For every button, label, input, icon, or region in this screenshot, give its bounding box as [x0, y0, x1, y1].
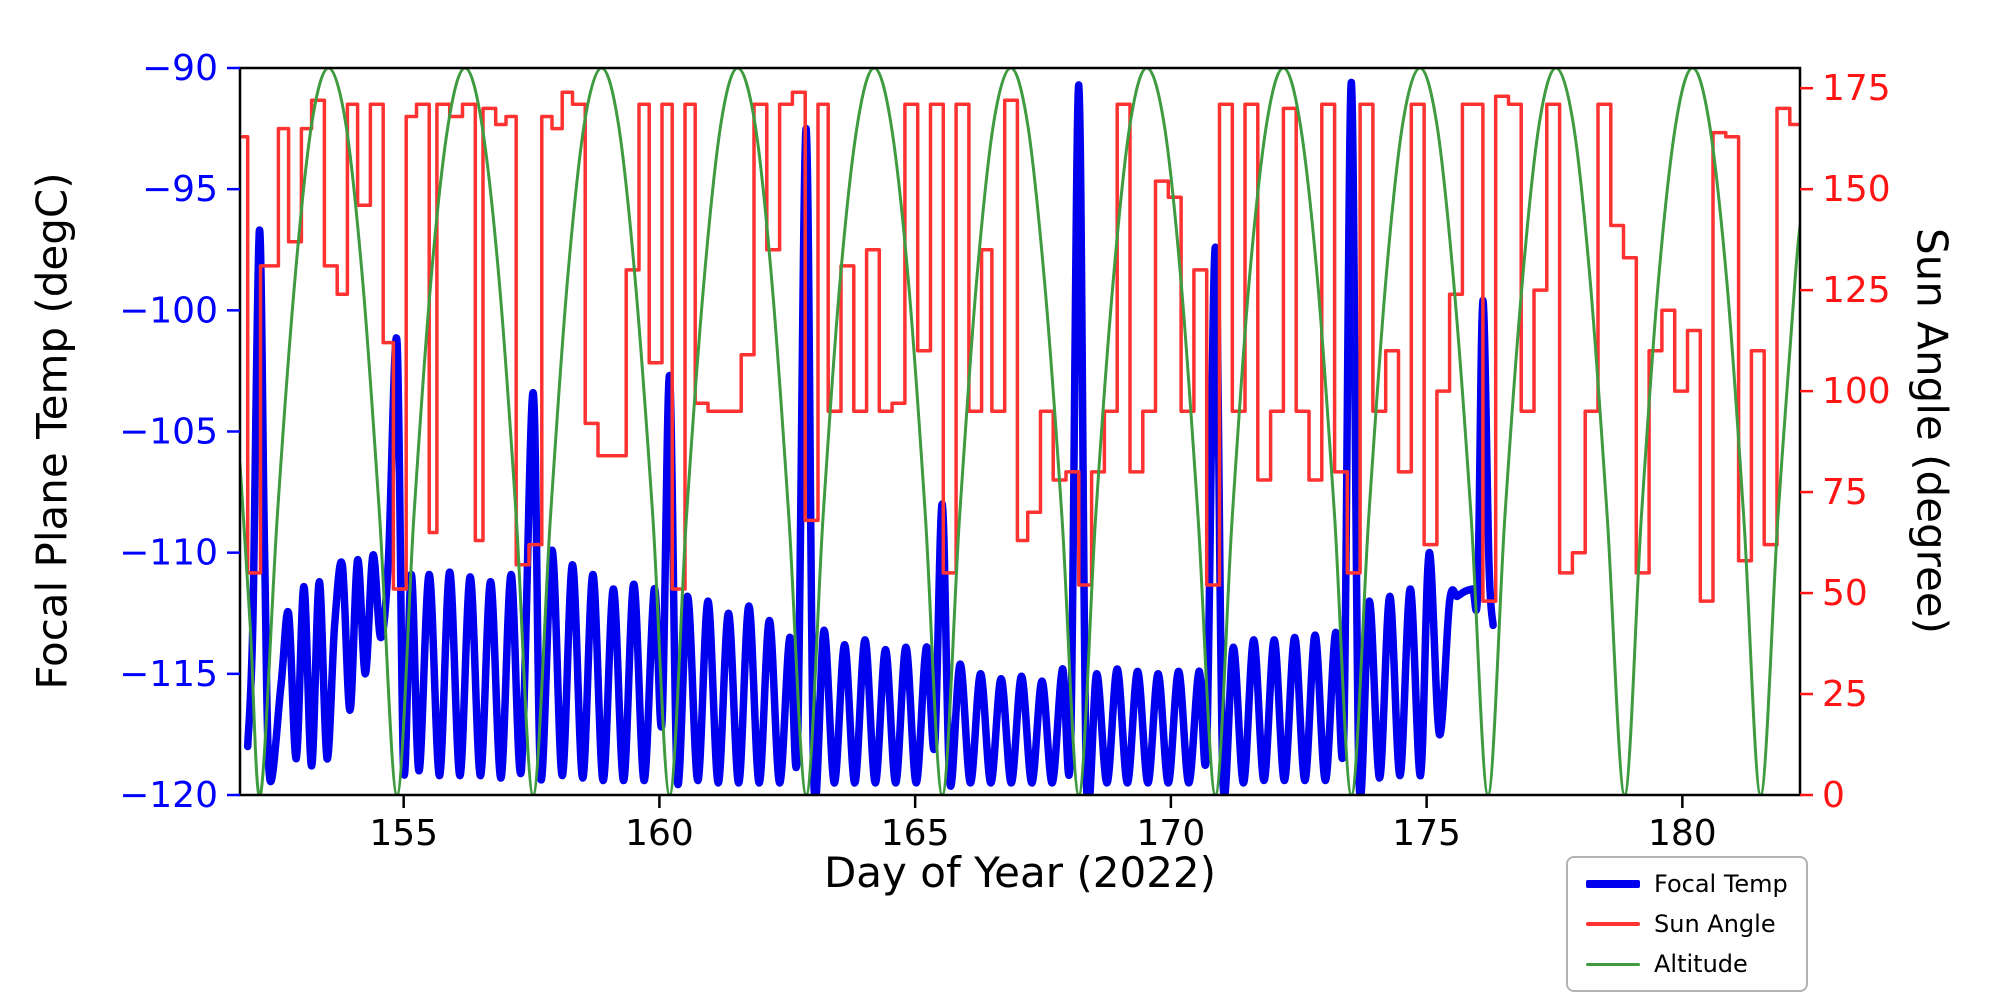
legend-label-focal-temp: Focal Temp	[1654, 870, 1788, 898]
legend-entry-altitude: Altitude	[1586, 950, 1788, 978]
left-y-tick-label: −95	[142, 169, 218, 210]
left-y-tick-label: −90	[142, 48, 218, 89]
legend-line-sun-angle	[1586, 922, 1640, 926]
left-y-tick-label: −100	[119, 290, 218, 331]
right-y-tick-label: 100	[1822, 371, 1891, 412]
legend-line-focal-temp	[1586, 880, 1640, 888]
x-tick-label: 175	[1392, 813, 1461, 854]
x-tick-label: 180	[1648, 813, 1717, 854]
left-y-tick-label: −110	[119, 533, 218, 574]
right-y-tick-label: 150	[1822, 169, 1891, 210]
series-altitude	[240, 68, 1800, 795]
legend: Focal Temp Sun Angle Altitude	[1566, 856, 1808, 992]
left-y-tick-label: −105	[119, 412, 218, 453]
series-focal-temp	[243, 78, 1497, 795]
legend-entry-focal-temp: Focal Temp	[1586, 870, 1788, 898]
x-tick-label: 160	[625, 813, 694, 854]
right-y-tick-label: 0	[1822, 775, 1845, 816]
right-y-tick-label: 25	[1822, 674, 1868, 715]
right-y-tick-label: 75	[1822, 472, 1868, 513]
x-tick-label: 170	[1137, 813, 1206, 854]
series-sun-angle	[240, 90, 1800, 603]
right-y-tick-label: 125	[1822, 270, 1891, 311]
x-tick-label: 165	[881, 813, 950, 854]
left-y-tick-label: −115	[119, 654, 218, 695]
legend-line-altitude	[1586, 962, 1640, 966]
x-tick-label: 155	[369, 813, 438, 854]
legend-label-sun-angle: Sun Angle	[1654, 910, 1776, 938]
legend-label-altitude: Altitude	[1654, 950, 1748, 978]
right-y-tick-label: 50	[1822, 573, 1868, 614]
right-y-tick-label: 175	[1822, 68, 1891, 109]
left-y-tick-label: −120	[119, 775, 218, 816]
legend-entry-sun-angle: Sun Angle	[1586, 910, 1788, 938]
